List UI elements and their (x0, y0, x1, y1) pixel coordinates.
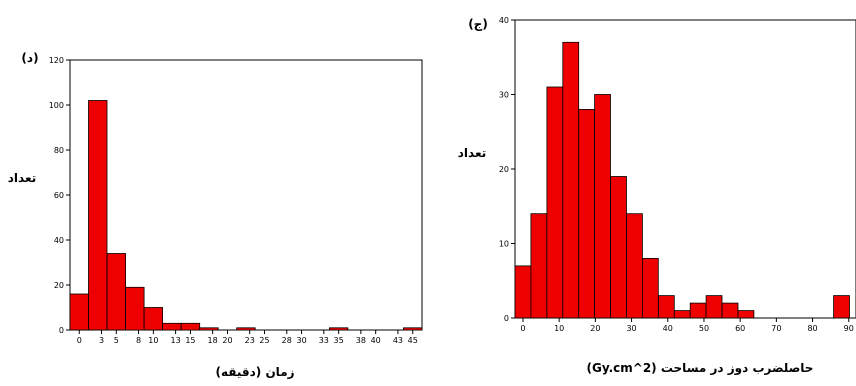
histogram-bar (162, 322, 182, 331)
y-tick-label: 20 (499, 165, 509, 174)
histogram-bar (530, 213, 548, 319)
x-tick-label: 40 (371, 336, 381, 345)
histogram-bar (403, 327, 423, 331)
x-tick-label: 28 (282, 336, 292, 345)
x-tick-label: 30 (296, 336, 306, 345)
x-tick-label: 0 (520, 324, 525, 333)
x-tick-label: 25 (259, 336, 269, 345)
y-axis-title-left: تعداد (8, 171, 36, 185)
x-tick-label: 33 (319, 336, 329, 345)
panel-label-right: (ج) (468, 17, 488, 31)
histogram-bar (514, 265, 532, 319)
histogram-bar (610, 176, 627, 319)
x-tick-label: 50 (699, 324, 709, 333)
histogram-bar (562, 41, 580, 319)
y-tick-label: 20 (54, 281, 64, 290)
histogram-bar (673, 310, 691, 319)
x-tick-label: 35 (334, 336, 344, 345)
x-tick-label: 90 (844, 324, 854, 333)
y-ticks-left: 0 20 40 60 80 100 120 (49, 56, 70, 335)
x-ticks-left: 0 3 5 8 10 13 15 18 20 23 25 28 30 33 35 38 40 43 45 (77, 330, 418, 345)
histogram-bar (689, 302, 707, 319)
x-tick-label: 20 (222, 336, 232, 345)
x-tick-label: 13 (171, 336, 181, 345)
x-tick-label: 30 (626, 324, 636, 333)
y-tick-label: 40 (54, 236, 64, 245)
histogram-bar (833, 295, 850, 319)
x-tick-label: 23 (245, 336, 255, 345)
x-tick-label: 43 (393, 336, 403, 345)
y-tick-label: 0 (59, 326, 64, 335)
bars-right (514, 41, 850, 319)
histogram-bar (658, 295, 675, 319)
x-tick-label: 60 (735, 324, 745, 333)
y-tick-label: 120 (49, 56, 64, 65)
panel-label-left: (د) (21, 51, 38, 65)
histogram-bar (125, 286, 145, 331)
y-ticks-right: 0 10 20 30 40 (499, 16, 515, 323)
histogram-bar (88, 100, 108, 331)
x-tick-label: 8 (136, 336, 141, 345)
x-tick-label: 18 (208, 336, 218, 345)
x-tick-label: 45 (408, 336, 418, 345)
y-tick-label: 100 (49, 101, 64, 110)
y-tick-label: 60 (54, 191, 64, 200)
x-tick-label: 80 (807, 324, 817, 333)
x-tick-label: 38 (356, 336, 366, 345)
y-tick-label: 30 (499, 91, 509, 100)
histogram-bar (626, 213, 643, 319)
x-tick-label: 70 (771, 324, 781, 333)
y-tick-label: 80 (54, 146, 64, 155)
histogram-bar (721, 302, 739, 319)
x-tick-label: 20 (590, 324, 600, 333)
histogram-bar (143, 307, 164, 331)
histogram-bar (106, 253, 126, 331)
histogram-bar (594, 94, 611, 319)
y-tick-label: 10 (499, 240, 509, 249)
histogram-bar (642, 257, 659, 319)
x-tick-label: 10 (148, 336, 158, 345)
histogram-bar (180, 322, 201, 331)
histogram-bar (199, 327, 219, 331)
histogram-bar (705, 295, 723, 319)
histogram-bar (578, 109, 596, 319)
histogram-bar (69, 293, 89, 331)
x-tick-label: 40 (663, 324, 673, 333)
x-axis-title-left: زمان (دقیقه) (215, 365, 294, 379)
histogram-bar (737, 310, 755, 319)
x-tick-label: 0 (77, 336, 82, 345)
histogram-bar (328, 327, 349, 331)
y-tick-label: 40 (499, 16, 509, 25)
x-tick-label: 5 (114, 336, 119, 345)
histogram-bar (236, 327, 256, 331)
x-tick-label: 15 (185, 336, 195, 345)
histogram-bar (546, 86, 564, 319)
y-tick-label: 0 (504, 314, 509, 323)
y-axis-title-right: تعداد (458, 146, 486, 160)
x-tick-label: 10 (554, 324, 564, 333)
plot-frame-left (69, 59, 423, 331)
x-axis-title-right: حاصلضرب دوز در مساحت (Gy.cm^2) (587, 361, 814, 376)
bars-left (69, 100, 423, 331)
x-ticks-right: 0 10 20 30 40 50 60 70 80 90 (520, 318, 854, 333)
x-tick-label: 3 (99, 336, 104, 345)
